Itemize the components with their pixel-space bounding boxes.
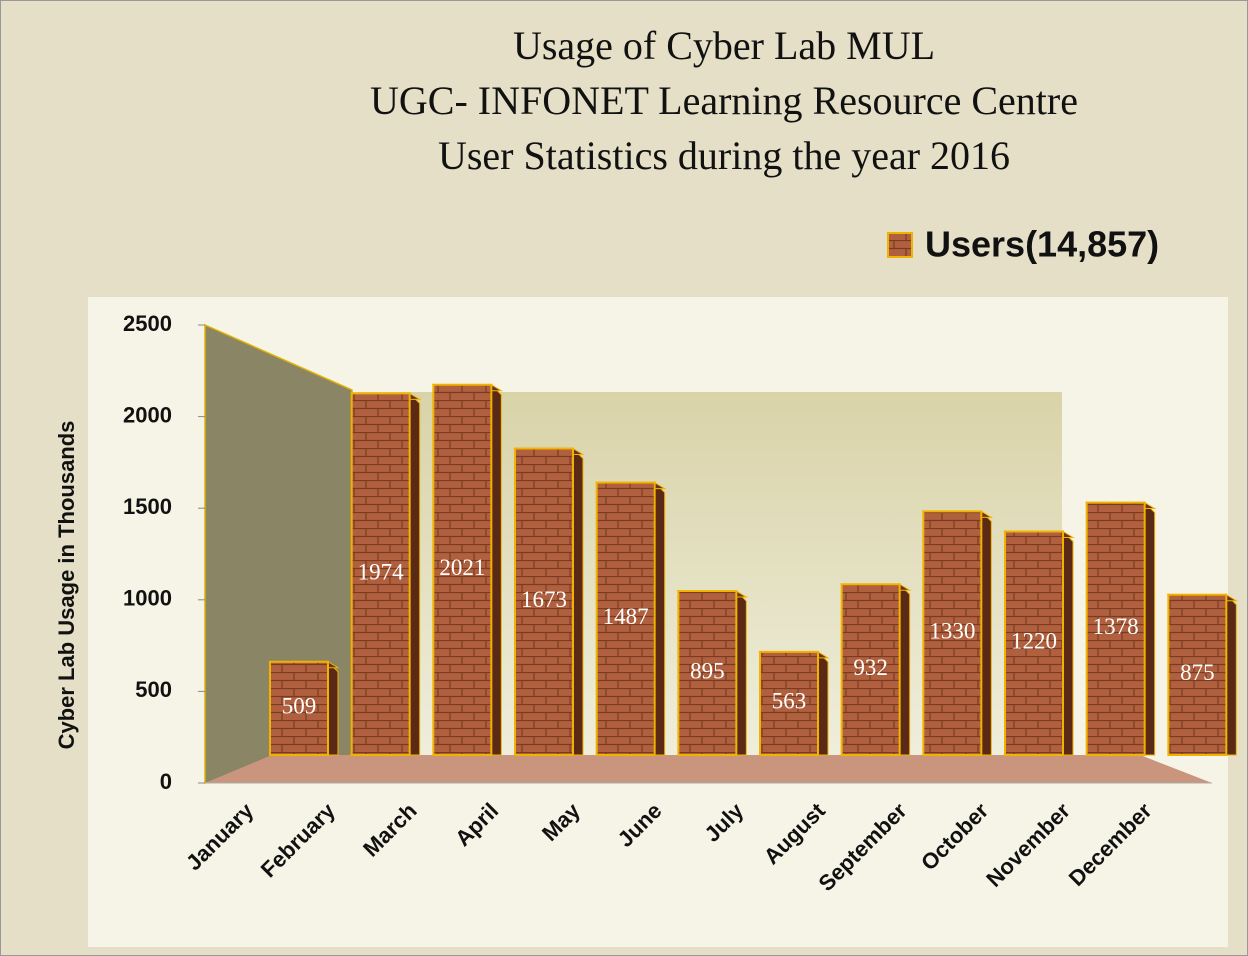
bar-side bbox=[899, 583, 911, 756]
bar-side bbox=[1144, 501, 1156, 756]
data-label: 1330 bbox=[929, 618, 975, 643]
bar-side bbox=[1225, 593, 1237, 756]
data-label: 1673 bbox=[521, 587, 567, 612]
bar bbox=[677, 590, 738, 757]
data-label: 1974 bbox=[358, 559, 405, 584]
bar-side bbox=[409, 392, 421, 756]
bar bbox=[514, 447, 574, 756]
bar bbox=[350, 392, 411, 756]
title-line: User Statistics during the year 2016 bbox=[438, 133, 1010, 178]
data-label: 875 bbox=[1180, 660, 1215, 685]
title: Usage of Cyber Lab MUL UGC- INFONET Lear… bbox=[370, 23, 1078, 178]
data-label: 2021 bbox=[439, 555, 485, 580]
bar bbox=[1004, 530, 1064, 756]
y-tick-label: 1000 bbox=[123, 586, 172, 611]
y-tick-label: 2500 bbox=[123, 311, 172, 336]
bar bbox=[1085, 501, 1146, 757]
bar bbox=[595, 481, 656, 756]
bar-side bbox=[735, 589, 747, 756]
bar-side bbox=[572, 447, 584, 756]
data-label: 1220 bbox=[1011, 629, 1057, 654]
bar-side bbox=[654, 481, 666, 756]
title-line: UGC- INFONET Learning Resource Centre bbox=[370, 78, 1078, 123]
y-tick-label: 500 bbox=[135, 677, 172, 702]
bar-side bbox=[490, 383, 502, 756]
bar-side bbox=[980, 510, 992, 756]
bar bbox=[759, 650, 819, 756]
data-label: 509 bbox=[282, 694, 317, 719]
floor bbox=[205, 755, 1212, 783]
bar bbox=[840, 583, 901, 757]
data-label: 1378 bbox=[1093, 614, 1139, 639]
data-label: 932 bbox=[853, 655, 888, 680]
data-label: 895 bbox=[690, 658, 725, 683]
bar bbox=[432, 383, 493, 756]
bar-side bbox=[327, 660, 339, 756]
bar bbox=[922, 510, 983, 756]
bar bbox=[269, 660, 329, 757]
title-line: Usage of Cyber Lab MUL bbox=[513, 23, 935, 68]
y-tick-label: 2000 bbox=[123, 402, 172, 427]
data-label: 563 bbox=[772, 689, 807, 714]
bar-side bbox=[817, 650, 829, 756]
legend-label: Users(14,857) bbox=[925, 224, 1159, 265]
y-axis-label: Cyber Lab Usage in Thousands bbox=[54, 421, 79, 750]
y-tick-label: 1500 bbox=[123, 494, 172, 519]
bar bbox=[1167, 593, 1228, 757]
y-tick-label: 0 bbox=[160, 769, 172, 794]
legend-swatch bbox=[887, 232, 913, 258]
bar-side bbox=[1062, 530, 1074, 756]
data-label: 1487 bbox=[603, 604, 649, 629]
